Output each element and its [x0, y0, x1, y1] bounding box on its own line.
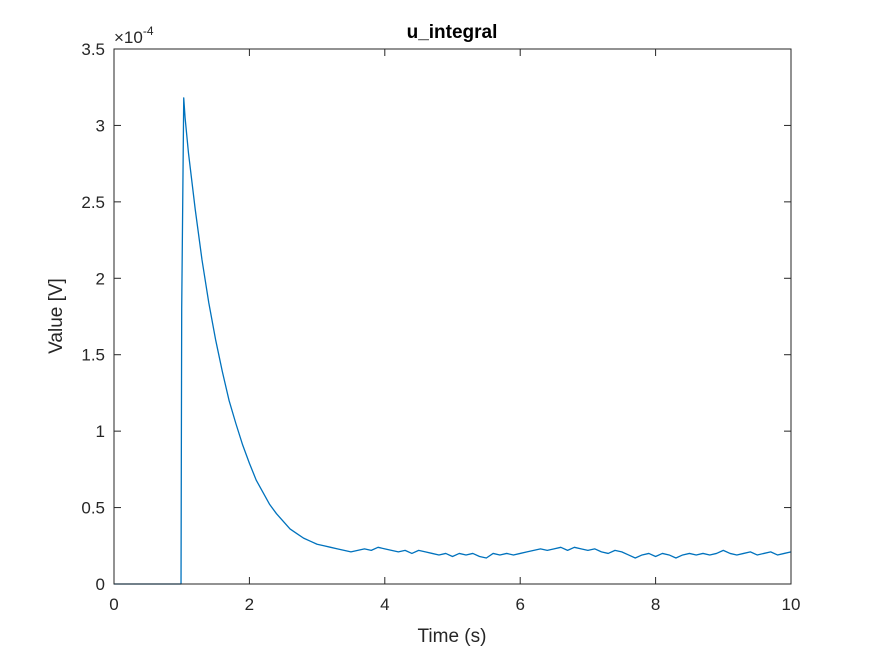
y-tick-label: 3.5 — [81, 40, 105, 59]
y-tick-label: 0.5 — [81, 499, 105, 518]
x-tick-label: 6 — [515, 595, 524, 614]
y-tick-labels: 0 0.5 1 1.5 2 2.5 3 3.5 — [81, 40, 105, 594]
x-tick-label: 4 — [380, 595, 389, 614]
y-tick-label: 2 — [96, 269, 105, 288]
exponent-base: ×10 — [114, 28, 143, 47]
axes-box — [113, 48, 792, 585]
x-tick-label: 0 — [109, 595, 118, 614]
y-tick-label: 0 — [96, 575, 105, 594]
y-axis-exponent-label: ×10-4 — [114, 24, 154, 47]
y-tick-label: 3 — [96, 116, 105, 135]
y-tick-label: 1 — [96, 422, 105, 441]
x-tick-labels: 0 2 4 6 8 10 — [109, 595, 800, 614]
chart-title: u_integral — [407, 22, 498, 43]
exponent-value: -4 — [143, 24, 154, 38]
y-tick-label: 1.5 — [81, 346, 105, 365]
x-axis-title: Time (s) — [418, 626, 487, 647]
series-line-u-integral — [114, 97, 792, 585]
x-tick-label: 8 — [651, 595, 660, 614]
y-axis-title: Value [V] — [46, 278, 67, 354]
x-tick-label: 2 — [245, 595, 254, 614]
y-tick-label: 2.5 — [81, 193, 105, 212]
plot-area — [114, 49, 791, 584]
x-tick-label: 10 — [782, 595, 801, 614]
